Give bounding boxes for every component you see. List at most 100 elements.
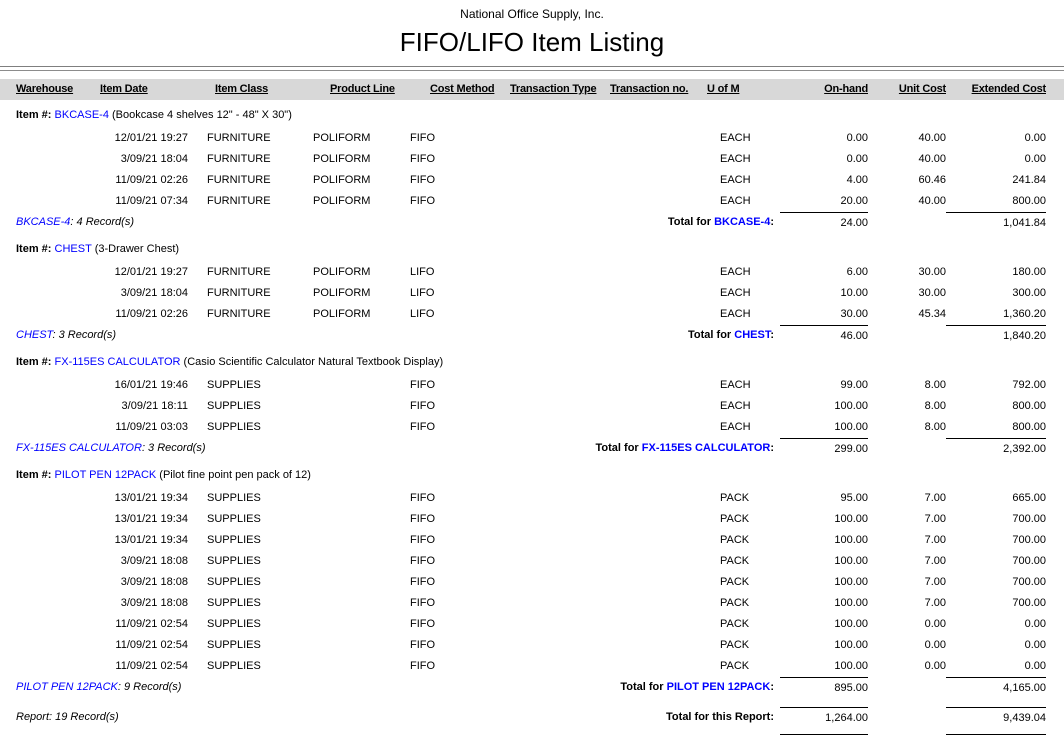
total-colon: : [770,442,774,454]
cell-product-line: POLIFORM [313,308,371,320]
cell-cost-method: LIFO [410,308,435,320]
column-header-on-hand[interactable]: On-hand [824,83,868,95]
group-total-extended-cost: 1,041.84 [946,212,1046,234]
column-header-u-of-m[interactable]: U of M [707,83,740,95]
cell-on-hand: 0.00 [846,132,868,144]
cell-transaction-no [606,551,704,572]
cell-cost-method: FIFO [410,576,436,588]
report-title: FIFO/LIFO Item Listing [399,27,665,57]
cell-transaction-type [503,614,606,635]
group-total-unit-cost-empty [868,325,946,347]
cell-u-of-m: PACK [720,492,750,504]
cell-product-line [305,396,405,417]
column-header-cost-method[interactable]: Cost Method [430,83,495,95]
table-row: 3/09/21 18:04 FURNITURE POLIFORM FIFO EACH 0.… [0,149,1064,170]
cell-transaction-type [503,635,606,656]
total-for-text: Total for [620,681,664,693]
group-records-label: CHEST: 3 Record(s) [16,325,380,347]
header-divider [0,66,1064,71]
cell-unit-cost: 7.00 [924,492,946,504]
cell-cost-method: LIFO [410,266,435,278]
cell-u-of-m: PACK [720,576,750,588]
cell-unit-cost: 7.00 [924,597,946,609]
column-header-extended-cost[interactable]: Extended Cost [971,83,1047,95]
cell-product-line [305,530,405,551]
cell-u-of-m: PACK [720,534,750,546]
cell-item-date: 13/01/21 19:34 [114,513,188,525]
cell-unit-cost: 40.00 [918,153,946,165]
cell-item-date: 3/09/21 18:08 [120,597,188,609]
cell-item-class: SUPPLIES [207,379,261,391]
cell-item-class: FURNITURE [207,266,271,278]
cell-unit-cost: 0.00 [924,618,946,630]
item-code-link[interactable]: CHEST [54,243,92,255]
group-total-on-hand: 24.00 [780,212,868,234]
item-code-link[interactable]: BKCASE-4 [54,109,109,121]
item-header: Item #: FX-115ES CALCULATOR (Casio Scien… [0,354,1064,371]
cell-product-line: POLIFORM [313,195,371,207]
cell-item-date: 11/09/21 07:34 [115,195,188,207]
item-group: Item #: BKCASE-4 (Bookcase 4 shelves 12"… [0,107,1064,234]
cell-extended-cost: 241.84 [1012,174,1046,186]
total-colon: : [770,681,774,693]
cell-cost-method: FIFO [410,618,436,630]
column-header-unit-cost[interactable]: Unit Cost [898,83,946,95]
cell-u-of-m: EACH [720,400,751,412]
item-group: Item #: CHEST (3-Drawer Chest) 12/01/21 1… [0,241,1064,347]
item-number-label: Item #: [16,469,52,481]
item-number-label: Item #: [16,243,52,255]
cell-unit-cost: 8.00 [924,400,946,412]
cell-on-hand: 100.00 [834,639,868,651]
cell-on-hand: 95.00 [840,492,868,504]
cell-warehouse [16,149,96,170]
group-records-label: BKCASE-4: 4 Record(s) [16,212,380,234]
total-item-code-link[interactable]: BKCASE-4 [714,216,771,228]
cell-transaction-no [606,635,704,656]
cell-item-date: 12/01/21 19:27 [114,266,188,278]
cell-transaction-no [606,614,704,635]
cell-item-class: FURNITURE [207,308,271,320]
cell-transaction-type [503,417,606,438]
cell-transaction-no [606,509,704,530]
item-code-link[interactable]: FX-115ES CALCULATOR [54,356,181,368]
group-records-count: : 9 Record(s) [117,681,182,693]
total-item-code-link[interactable]: PILOT PEN 12PACK [666,681,771,693]
cell-transaction-type [503,170,606,191]
cell-transaction-type [503,191,606,212]
cell-transaction-type [503,149,606,170]
column-header-item-date[interactable]: Item Date [100,83,148,95]
table-row: 3/09/21 18:08 SUPPLIES FIFO PACK 100.00 7.00 7… [0,572,1064,593]
column-header-product-line[interactable]: Product Line [330,83,395,95]
group-records-count: : 3 Record(s) [141,442,206,454]
item-code-link[interactable]: PILOT PEN 12PACK [54,469,157,481]
cell-u-of-m: EACH [720,379,751,391]
cell-product-line [305,551,405,572]
group-records-label: PILOT PEN 12PACK: 9 Record(s) [16,677,380,699]
cell-transaction-type [503,509,606,530]
total-for-text: Total for [595,442,639,454]
table-row: 13/01/21 19:34 SUPPLIES FIFO PACK 100.00 7.00… [0,530,1064,551]
cell-unit-cost: 0.00 [924,660,946,672]
cell-transaction-no [606,593,704,614]
cell-cost-method: LIFO [410,287,435,299]
column-header-transaction-no[interactable]: Transaction no. [610,83,689,95]
total-item-code-link[interactable]: FX-115ES CALCULATOR [641,442,771,454]
table-row: 11/09/21 03:03 SUPPLIES FIFO EACH 100.00 8.00… [0,417,1064,438]
column-header-transaction-type[interactable]: Transaction Type [510,83,597,95]
column-header-band: Warehouse Item Date Item Class Product Line… [0,79,1064,100]
total-item-code-link[interactable]: CHEST [734,329,771,341]
cell-item-date: 13/01/21 19:34 [114,492,188,504]
total-colon: : [770,329,774,341]
cell-extended-cost: 180.00 [1012,266,1046,278]
cell-cost-method: FIFO [410,195,436,207]
column-header-warehouse[interactable]: Warehouse [16,83,74,95]
cell-on-hand: 0.00 [846,153,868,165]
cell-transaction-no [606,262,704,283]
cell-product-line [305,572,405,593]
group-total-extended-cost: 2,392.00 [946,438,1046,460]
group-total-row: PILOT PEN 12PACK: 9 Record(s) Total for P… [0,677,1064,699]
column-header-item-class[interactable]: Item Class [215,83,269,95]
cell-warehouse [16,593,96,614]
cell-transaction-no [606,304,704,325]
cell-cost-method: FIFO [410,400,436,412]
